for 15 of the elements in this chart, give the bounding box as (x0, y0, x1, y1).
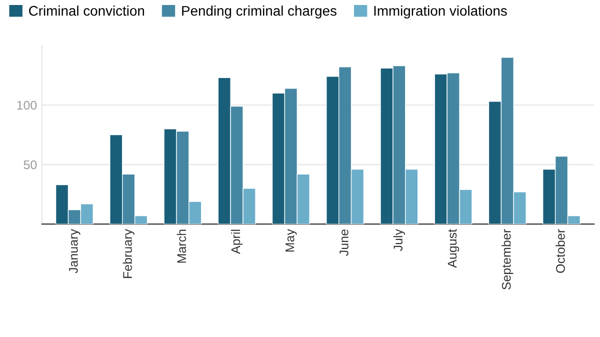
x-tick-label: March (176, 230, 186, 263)
x-tick-label: April (230, 230, 243, 254)
x-tick-label: July (393, 228, 406, 251)
x-tick-label: May (286, 228, 297, 252)
legend-label: Criminal conviction (29, 6, 144, 16)
x-tick-label: September (502, 229, 514, 290)
x-tick-label: June (340, 230, 348, 256)
legend-label: Immigration violations (374, 6, 507, 19)
y-tick-label: 50 (24, 160, 37, 170)
x-tick-label: February (122, 228, 134, 278)
y-tick-label: 100 (17, 100, 37, 110)
x-tick-label: January (69, 228, 80, 274)
legend-label: Pending criminal charges (182, 6, 336, 19)
x-tick-label: August (448, 229, 460, 268)
x-tick-label: October (556, 229, 565, 273)
